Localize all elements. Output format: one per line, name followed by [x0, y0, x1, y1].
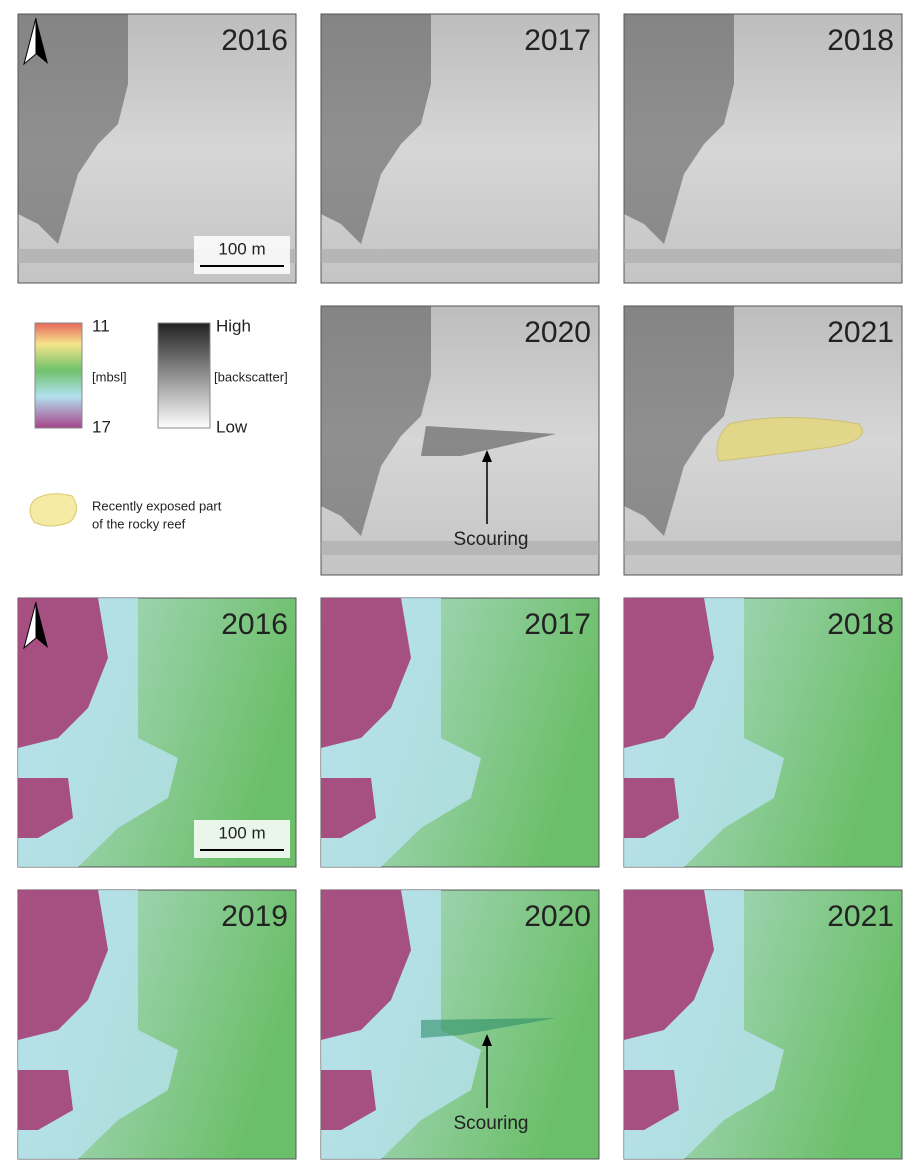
year-label: 2020 — [524, 900, 591, 933]
annotation: Scouring — [454, 1113, 529, 1134]
year-label: 2017 — [524, 608, 591, 641]
backscatter-colorbar — [158, 323, 210, 428]
depth-bottom-label: 17 — [92, 417, 111, 436]
backscatter-panel: 2018 — [624, 14, 902, 283]
annotation: Scouring — [454, 529, 529, 550]
legend: 11 [mbsl] 17 High [backscatter] Low Rece… — [30, 316, 288, 531]
year-label: 2018 — [827, 24, 894, 57]
backscatter-bottom-label: Low — [216, 417, 248, 436]
swath-line — [624, 541, 902, 555]
year-label: 2020 — [524, 316, 591, 349]
backscatter-panel: 2020 Scouring — [321, 306, 599, 575]
swath-line — [321, 249, 599, 263]
year-label: 2019 — [221, 900, 288, 933]
scale-label: 100 m — [218, 823, 265, 842]
depth-top-label: 11 — [92, 316, 110, 335]
bathymetry-panel: 2018 — [624, 598, 902, 867]
backscatter-unit: [backscatter] — [214, 369, 288, 384]
bathymetry-panel: 2016 100 m — [18, 598, 296, 867]
reef-label: Recently exposed part — [92, 498, 222, 513]
year-label: 2021 — [827, 900, 894, 933]
bathymetry-panel: 2019 — [18, 890, 296, 1159]
backscatter-panel: 2021 — [624, 306, 902, 575]
year-label: 2018 — [827, 608, 894, 641]
backscatter-panel: 2017 — [321, 14, 599, 283]
year-label: 2016 — [221, 24, 288, 57]
bathymetry-panel: 2020 Scouring — [321, 890, 599, 1159]
depth-colorbar — [35, 323, 82, 428]
reef-swatch — [30, 494, 77, 526]
year-label: 2017 — [524, 24, 591, 57]
year-label: 2021 — [827, 316, 894, 349]
bathymetry-panel: 2017 — [321, 598, 599, 867]
bathymetry-panel: 2021 — [624, 890, 902, 1159]
reef-label: of the rocky reef — [92, 516, 186, 531]
swath-line — [624, 249, 902, 263]
backscatter-top-label: High — [216, 316, 251, 335]
backscatter-panel: 2016 100 m — [18, 14, 296, 283]
depth-unit: [mbsl] — [92, 369, 127, 384]
figure: 11 [mbsl] 17 High [backscatter] Low Rece… — [0, 0, 904, 1160]
scale-label: 100 m — [218, 239, 265, 258]
year-label: 2016 — [221, 608, 288, 641]
